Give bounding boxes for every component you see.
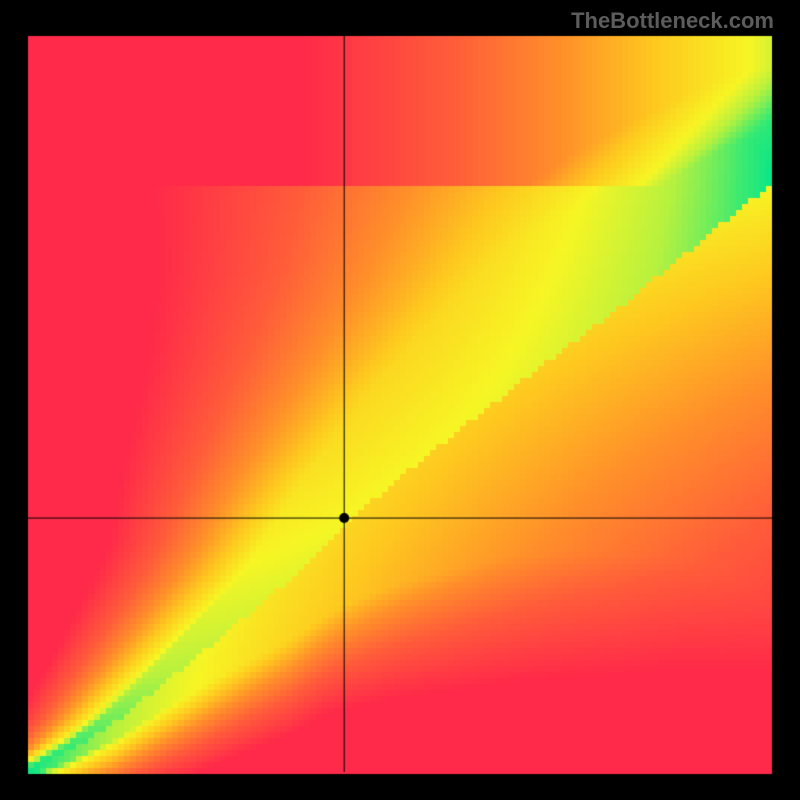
watermark-text: TheBottleneck.com bbox=[571, 8, 774, 34]
chart-container: TheBottleneck.com bbox=[0, 0, 800, 800]
bottleneck-heatmap bbox=[0, 0, 800, 800]
